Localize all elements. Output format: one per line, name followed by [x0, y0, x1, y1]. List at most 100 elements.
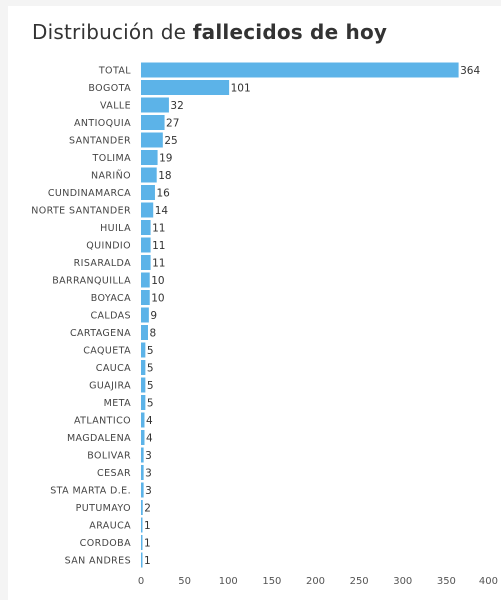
bar-risaralda[interactable] [141, 255, 151, 270]
bar-huila[interactable] [141, 220, 151, 235]
category-label-magdalena: MAGDALENA [67, 433, 131, 444]
x-tick-label-200: 200 [306, 576, 325, 587]
bar-bolivar[interactable] [141, 447, 144, 463]
bar-cordoba[interactable] [141, 535, 143, 550]
value-label-cartagena: 8 [149, 328, 156, 340]
category-label-cartagena: CARTAGENA [70, 328, 131, 339]
category-label-caldas: CALDAS [90, 311, 131, 322]
category-label-atlantico: ATLANTICO [74, 416, 131, 427]
category-label-bolivar: BOLIVAR [87, 451, 131, 462]
bar-cesar[interactable] [141, 465, 144, 480]
bar-atlantico[interactable] [141, 412, 145, 428]
bar-norte-santander[interactable] [141, 202, 154, 218]
category-label-putumayo: PUTUMAYO [76, 503, 131, 514]
chart-title-bold: fallecidos de hoy [192, 20, 388, 44]
category-label-risaralda: RISARALDA [74, 258, 131, 269]
bar-san-andres[interactable] [141, 552, 143, 568]
bar-guajira[interactable] [141, 377, 146, 393]
bar-total[interactable] [141, 62, 459, 78]
x-tick-label-250: 250 [350, 576, 369, 587]
value-label-cesar: 3 [145, 468, 152, 480]
chart-card: Distribución de fallecidos de hoy TOTAL 3… [8, 6, 501, 600]
category-label-quindio: QUINDIO [86, 241, 131, 252]
x-tick-label-50: 50 [178, 576, 191, 587]
category-label-san-andres: SAN ANDRES [65, 556, 131, 567]
value-label-tolima: 19 [159, 153, 172, 165]
bar-cundinamarca[interactable] [141, 185, 155, 200]
value-label-huila: 11 [152, 223, 165, 235]
value-label-risaralda: 11 [152, 258, 165, 270]
category-label-total: TOTAL [98, 66, 131, 77]
bar-putumayo[interactable] [141, 500, 143, 515]
x-tick-label-350: 350 [437, 576, 456, 587]
x-tick-label-300: 300 [393, 576, 412, 587]
bar-bogota[interactable] [141, 80, 230, 95]
bar-valle[interactable] [141, 97, 169, 113]
value-label-bogota: 101 [231, 83, 251, 95]
chart-title-regular: Distribución de [32, 20, 193, 44]
bar-caqueta[interactable] [141, 342, 146, 358]
x-tick-label-150: 150 [262, 576, 281, 587]
category-label-cundinamarca: CUNDINAMARCA [48, 188, 131, 199]
value-label-putumayo: 2 [144, 503, 151, 515]
category-label-cordoba: CORDOBA [80, 538, 131, 549]
bar-antioquia[interactable] [141, 115, 165, 130]
category-label-boyaca: BOYACA [91, 293, 131, 304]
value-label-antioquia: 27 [166, 118, 179, 130]
category-label-norte-santander: NORTE SANTANDER [31, 206, 131, 217]
category-label-antioquia: ANTIOQUIA [74, 118, 131, 129]
bar-cartagena[interactable] [141, 325, 148, 340]
value-label-cauca: 5 [147, 363, 154, 375]
value-label-nariño: 18 [158, 170, 171, 182]
value-label-sta-marta-d-e: 3 [145, 485, 152, 497]
bar-arauca[interactable] [141, 517, 143, 533]
x-tick-label-400: 400 [479, 576, 498, 587]
category-label-cesar: CESAR [97, 468, 131, 479]
category-label-valle: VALLE [100, 101, 131, 112]
category-label-santander: SANTANDER [69, 136, 131, 147]
value-label-santander: 25 [164, 135, 177, 147]
bar-meta[interactable] [141, 395, 146, 410]
category-label-cauca: CAUCA [96, 363, 131, 374]
category-label-sta-marta-d-e: STA MARTA D.E. [50, 486, 131, 497]
value-label-cordoba: 1 [144, 538, 151, 550]
x-tick-label-100: 100 [219, 576, 238, 587]
value-label-meta: 5 [147, 398, 154, 410]
value-label-bolivar: 3 [145, 450, 152, 462]
value-label-barranquilla: 10 [151, 275, 164, 287]
value-label-valle: 32 [170, 100, 183, 112]
bar-tolima[interactable] [141, 150, 158, 165]
value-label-atlantico: 4 [146, 415, 153, 427]
category-label-arauca: ARAUCA [89, 521, 131, 532]
value-label-cundinamarca: 16 [156, 188, 170, 200]
bar-barranquilla[interactable] [141, 272, 150, 288]
category-label-huila: HUILA [100, 223, 131, 234]
bar-quindio[interactable] [141, 237, 151, 253]
category-label-tolima: TOLIMA [92, 153, 132, 164]
value-label-total: 364 [460, 65, 480, 77]
category-label-meta: META [104, 398, 131, 409]
value-label-san-andres: 1 [144, 555, 151, 567]
bar-magdalena[interactable] [141, 430, 145, 445]
value-label-boyaca: 10 [151, 293, 164, 305]
category-label-nariño: NARIÑO [91, 171, 131, 182]
value-label-magdalena: 4 [146, 433, 153, 445]
value-label-guajira: 5 [147, 380, 154, 392]
value-label-quindio: 11 [152, 240, 165, 252]
value-label-norte-santander: 14 [155, 205, 169, 217]
bar-nariño[interactable] [141, 167, 157, 183]
value-label-caldas: 9 [150, 310, 157, 322]
category-label-guajira: GUAJIRA [89, 381, 131, 392]
category-label-bogota: BOGOTA [88, 83, 131, 94]
bar-sta-marta-d-e[interactable] [141, 482, 144, 498]
value-label-arauca: 1 [144, 520, 151, 532]
bar-cauca[interactable] [141, 360, 146, 375]
bar-boyaca[interactable] [141, 290, 150, 305]
chart-title: Distribución de fallecidos de hoy [32, 20, 387, 44]
bar-caldas[interactable] [141, 307, 149, 323]
value-label-caqueta: 5 [147, 345, 154, 357]
category-label-caqueta: CAQUETA [83, 346, 131, 357]
bar-santander[interactable] [141, 132, 163, 148]
category-label-barranquilla: BARRANQUILLA [52, 276, 131, 287]
